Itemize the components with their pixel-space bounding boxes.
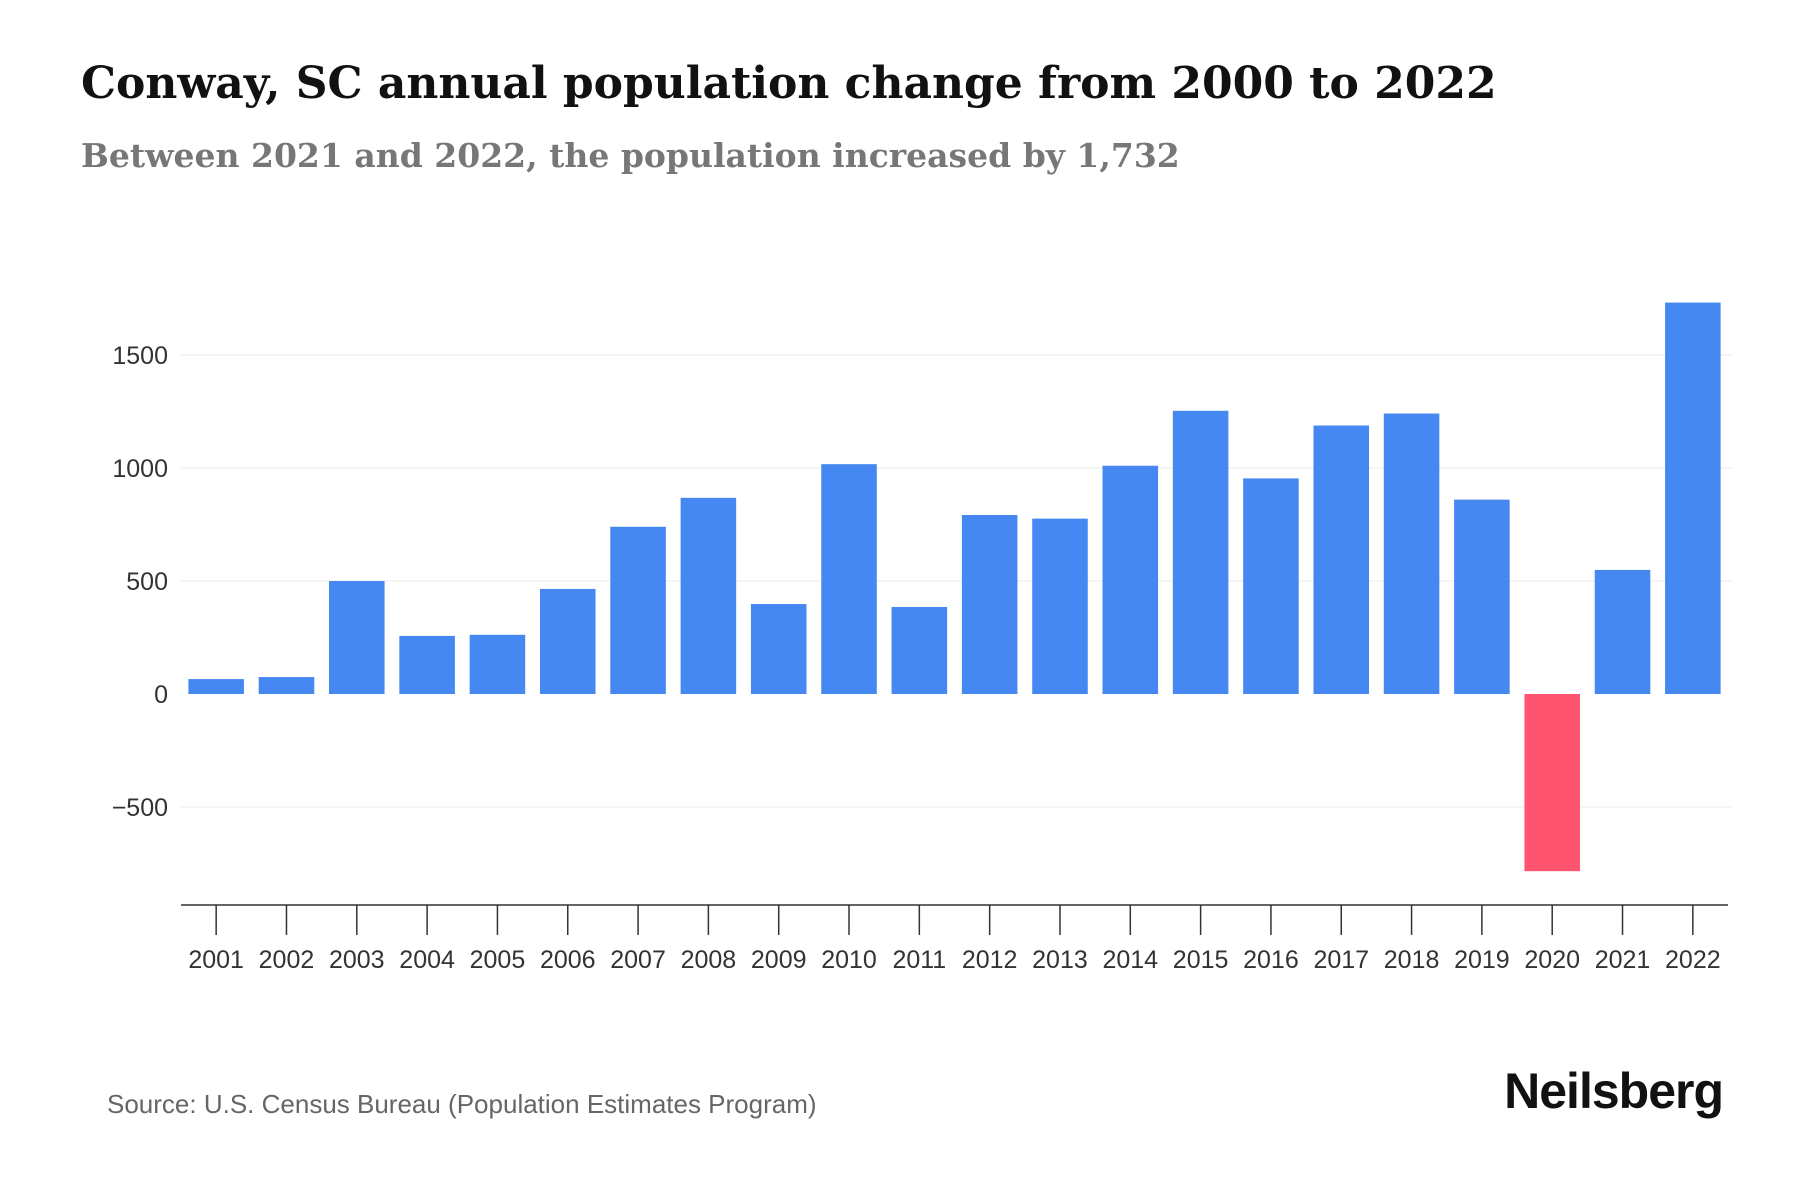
- bar-2010: [821, 464, 877, 694]
- bar-2001: [188, 679, 244, 694]
- bar-2005: [469, 634, 526, 694]
- bar-2021: [1594, 569, 1651, 694]
- bar-2007: [610, 526, 666, 694]
- bar-2022: [1665, 302, 1721, 694]
- y-tick-label: 1000: [112, 455, 168, 483]
- x-tick-label: 2010: [821, 946, 877, 974]
- x-tick-label: 2002: [259, 946, 315, 974]
- x-tick-label: 2015: [1173, 946, 1229, 974]
- bar-2002: [258, 677, 315, 694]
- bar-2013: [1032, 518, 1088, 694]
- x-tick-label: 2003: [329, 946, 385, 974]
- bar-2008: [680, 497, 737, 694]
- x-tick-label: 2021: [1595, 946, 1651, 974]
- x-tick-label: 2006: [540, 946, 596, 974]
- x-tick-label: 2004: [399, 946, 455, 974]
- bar-2015: [1172, 410, 1229, 694]
- x-tick-label: 2011: [892, 946, 946, 974]
- bar-2012: [961, 515, 1018, 694]
- bar-2004: [399, 635, 455, 694]
- bar-2006: [539, 588, 596, 694]
- x-tick-label: 2016: [1243, 946, 1299, 974]
- bar-2009: [750, 604, 807, 694]
- chart-title: Conway, SC annual population change from…: [81, 58, 1497, 109]
- chart-subtitle: Between 2021 and 2022, the population in…: [81, 136, 1180, 175]
- x-tick-label: 2009: [751, 946, 807, 974]
- x-tick-label: 2017: [1313, 946, 1369, 974]
- x-tick-label: 2019: [1454, 946, 1510, 974]
- bar-2018: [1383, 413, 1440, 694]
- x-tick-label: 2020: [1524, 946, 1580, 974]
- x-tick-label: 2012: [962, 946, 1018, 974]
- x-tick-label: 2005: [470, 946, 526, 974]
- bar-2019: [1454, 499, 1510, 694]
- y-tick-label: 0: [154, 681, 168, 709]
- y-tick-label: 500: [126, 568, 168, 596]
- x-tick-label: 2014: [1102, 946, 1158, 974]
- source-note: Source: U.S. Census Bureau (Population E…: [107, 1089, 817, 1119]
- bar-2017: [1313, 425, 1370, 694]
- y-tick-label: 1500: [112, 342, 168, 370]
- bar-2014: [1102, 465, 1159, 694]
- x-tick-label: 2013: [1032, 946, 1088, 974]
- x-tick-label: 2008: [681, 946, 737, 974]
- bar-2016: [1243, 478, 1299, 694]
- bar-2003: [329, 581, 385, 694]
- brand-logo: Neilsberg: [1504, 1063, 1724, 1119]
- x-tick-label: 2007: [610, 946, 666, 974]
- x-tick-label: 2018: [1384, 946, 1440, 974]
- bar-2011: [891, 606, 948, 694]
- bars: [188, 302, 1721, 872]
- x-axis: 2001 2002 2003 2004 2005 2006 2007 2008 2009 2010…: [181, 904, 1728, 974]
- x-tick-label: 2022: [1665, 946, 1721, 974]
- y-axis-ticks: −500 0 500 1000 1500: [112, 342, 168, 822]
- bar-2020: [1524, 694, 1580, 872]
- x-tick-label: 2001: [188, 946, 244, 974]
- y-tick-label: −500: [112, 794, 168, 822]
